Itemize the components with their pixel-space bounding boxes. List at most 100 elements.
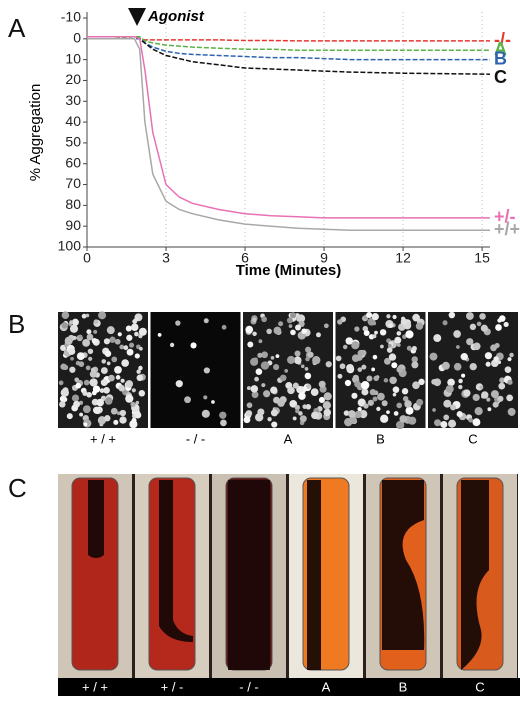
- y-tick-label: 10: [65, 50, 81, 66]
- platelet: [486, 397, 491, 402]
- platelet: [351, 392, 358, 399]
- platelet: [294, 404, 300, 411]
- platelet: [69, 324, 79, 333]
- platelet: [354, 410, 362, 419]
- platelet: [300, 364, 305, 369]
- micrograph-label: B: [376, 431, 385, 446]
- platelet: [372, 396, 378, 402]
- photo-background: [58, 474, 518, 696]
- platelet: [292, 382, 299, 389]
- clot: [307, 480, 321, 670]
- platelet: [279, 374, 287, 382]
- platelet: [69, 366, 76, 373]
- platelet: [507, 407, 516, 416]
- platelet: [121, 359, 130, 367]
- platelet: [299, 415, 307, 423]
- platelet: [354, 380, 361, 388]
- platelet: [138, 327, 147, 336]
- platelet: [372, 354, 378, 360]
- platelet: [99, 388, 105, 393]
- platelet: [129, 342, 135, 348]
- platelet: [383, 378, 389, 383]
- platelet: [293, 356, 302, 365]
- platelet: [485, 361, 491, 367]
- platelet: [298, 392, 306, 400]
- platelet: [507, 357, 512, 362]
- panel-label: B: [8, 309, 25, 339]
- platelet: [305, 356, 310, 362]
- platelet: [318, 396, 325, 403]
- platelet: [405, 406, 414, 415]
- platelet: [175, 320, 181, 326]
- platelet: [487, 407, 492, 412]
- platelet: [82, 338, 91, 347]
- platelet: [348, 416, 357, 425]
- x-axis-label: Time (Minutes): [236, 262, 342, 279]
- tube-label: C: [475, 679, 484, 694]
- platelet: [495, 324, 502, 331]
- platelet: [106, 326, 115, 335]
- platelet: [503, 321, 509, 328]
- platelet: [203, 367, 210, 374]
- platelet: [62, 396, 68, 403]
- label-strip: [443, 678, 520, 696]
- platelet: [295, 324, 302, 331]
- x-tick-label: 12: [395, 250, 411, 266]
- platelet: [346, 363, 354, 372]
- platelet: [366, 375, 373, 382]
- platelet: [110, 407, 118, 415]
- platelet: [373, 375, 379, 382]
- panel-label: A: [8, 13, 26, 43]
- tube-label: A: [322, 679, 331, 694]
- platelet: [306, 383, 311, 389]
- label-strip: [289, 678, 366, 696]
- platelet: [273, 326, 282, 335]
- platelet: [267, 416, 272, 422]
- platelet: [388, 353, 397, 361]
- platelet: [71, 318, 79, 326]
- micrographs: + / + - / - A B C: [58, 311, 518, 446]
- clot: [382, 480, 425, 650]
- platelet: [367, 399, 374, 406]
- platelet: [479, 385, 484, 390]
- platelet: [504, 366, 512, 373]
- platelet: [386, 410, 390, 415]
- platelet: [134, 353, 140, 359]
- platelet: [448, 311, 456, 319]
- platelet: [361, 380, 370, 390]
- platelet: [139, 346, 143, 351]
- platelet: [117, 332, 122, 337]
- platelet: [344, 379, 352, 387]
- platelet: [418, 378, 425, 386]
- platelet: [87, 348, 94, 355]
- platelet: [396, 331, 402, 336]
- series-label: +/-: [494, 207, 516, 227]
- platelet: [357, 406, 362, 412]
- platelet: [412, 381, 420, 390]
- y-tick-label: 50: [65, 134, 81, 150]
- platelet: [261, 383, 266, 388]
- platelet: [400, 318, 408, 326]
- platelet: [103, 338, 111, 345]
- platelet: [266, 328, 272, 335]
- platelet: [106, 361, 111, 366]
- series-label: +/+: [494, 219, 520, 239]
- platelet: [298, 411, 303, 416]
- platelet: [429, 352, 438, 361]
- y-tick-label: 60: [65, 154, 81, 170]
- platelet: [497, 318, 502, 323]
- platelet: [135, 407, 140, 412]
- platelet: [270, 355, 275, 360]
- platelet: [509, 352, 514, 358]
- platelet: [301, 328, 307, 334]
- platelet: [79, 412, 84, 417]
- platelet: [479, 313, 486, 320]
- platelet: [130, 323, 139, 331]
- series-line: [87, 35, 490, 52]
- platelet: [286, 317, 293, 324]
- platelet: [100, 367, 108, 374]
- platelet: [506, 394, 514, 402]
- platelet: [481, 391, 489, 399]
- platelet: [499, 377, 505, 384]
- platelet: [136, 369, 141, 374]
